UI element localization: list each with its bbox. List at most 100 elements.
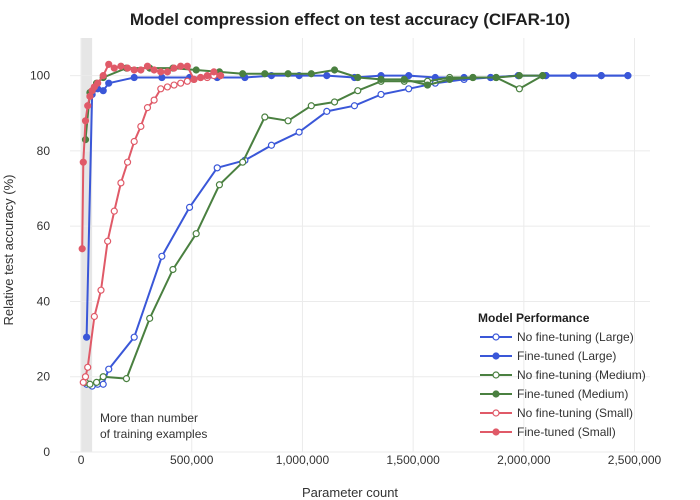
data-point xyxy=(170,81,178,89)
y-tick-label: 20 xyxy=(37,370,51,384)
data-point xyxy=(400,75,408,84)
legend: Model Performance No fine-tuning (Large)… xyxy=(478,311,646,439)
data-point xyxy=(213,164,221,172)
data-point xyxy=(330,66,339,74)
data-point xyxy=(169,265,177,274)
data-point xyxy=(215,181,224,189)
y-tick-label: 40 xyxy=(37,294,51,308)
data-point xyxy=(78,245,86,253)
data-point xyxy=(94,79,102,87)
legend-item-label: No fine-tuning (Medium) xyxy=(517,368,646,382)
data-point xyxy=(330,98,339,106)
series-group xyxy=(78,60,225,253)
data-point xyxy=(117,62,125,70)
data-point xyxy=(203,72,211,80)
data-point xyxy=(185,203,194,211)
legend-item-label: Fine-tuned (Large) xyxy=(517,349,616,363)
legend-swatch-marker xyxy=(492,428,500,436)
data-point xyxy=(157,85,165,93)
data-point xyxy=(177,79,185,87)
data-point xyxy=(239,70,247,78)
data-point xyxy=(515,72,523,80)
x-tick-label: 500,000 xyxy=(170,453,214,467)
data-point xyxy=(99,87,107,95)
data-point xyxy=(99,72,107,80)
data-point xyxy=(183,77,191,85)
x-tick-label: 0 xyxy=(78,453,85,467)
series-line xyxy=(82,74,221,383)
data-point xyxy=(539,72,547,80)
data-point xyxy=(137,66,145,74)
legend-swatch-marker xyxy=(492,371,500,379)
data-point xyxy=(105,60,113,68)
data-point xyxy=(137,122,145,131)
x-axis-label: Parameter count xyxy=(302,485,398,500)
data-point xyxy=(117,179,125,187)
data-point xyxy=(190,75,198,84)
data-point xyxy=(158,73,166,82)
data-point xyxy=(79,158,87,166)
data-point xyxy=(105,79,113,87)
data-point xyxy=(469,73,477,82)
data-point xyxy=(92,378,101,386)
data-point xyxy=(83,333,91,341)
data-point xyxy=(158,252,166,260)
data-point xyxy=(216,72,225,80)
data-point xyxy=(143,104,152,112)
data-point xyxy=(284,70,292,78)
data-point xyxy=(492,73,500,82)
legend-item-label: Fine-tuned (Medium) xyxy=(517,387,628,401)
shaded-region xyxy=(81,38,93,452)
data-point xyxy=(197,73,205,82)
data-point xyxy=(110,64,118,72)
series-line xyxy=(85,74,628,338)
y-tick-label: 60 xyxy=(37,219,51,233)
data-point xyxy=(323,107,331,115)
data-point xyxy=(192,230,200,238)
data-point xyxy=(143,62,152,70)
data-point xyxy=(267,141,276,149)
data-point xyxy=(515,85,523,93)
series-group xyxy=(81,72,547,388)
data-point xyxy=(307,102,315,110)
shaded-region-label: of training examples xyxy=(100,427,207,441)
legend-item-label: No fine-tuning (Small) xyxy=(517,406,633,420)
data-point xyxy=(597,72,605,80)
series-group xyxy=(83,72,632,341)
y-axis-label: Relative test accuracy (%) xyxy=(1,175,16,326)
data-point xyxy=(192,66,200,74)
x-tick-label: 1,000,000 xyxy=(276,453,330,467)
data-point xyxy=(295,128,303,136)
data-point xyxy=(81,117,90,125)
data-point xyxy=(405,72,413,80)
data-point xyxy=(377,90,385,99)
x-tick-label: 2,500,000 xyxy=(608,453,662,467)
data-point xyxy=(261,113,269,121)
data-point xyxy=(130,333,138,341)
data-point xyxy=(284,117,292,125)
data-point xyxy=(104,237,112,245)
legend-swatch-marker xyxy=(492,352,500,360)
x-tick-label: 2,000,000 xyxy=(497,453,551,467)
data-point xyxy=(239,158,247,166)
data-point xyxy=(177,62,185,70)
data-point xyxy=(150,96,158,104)
data-point xyxy=(84,102,92,110)
x-tick-label: 1,500,000 xyxy=(386,453,440,467)
data-point xyxy=(99,380,107,388)
data-point xyxy=(105,365,113,373)
data-point xyxy=(90,312,98,321)
chart-title: Model compression effect on test accurac… xyxy=(130,10,570,29)
data-point xyxy=(183,62,191,70)
data-point xyxy=(170,64,178,72)
series-group xyxy=(79,72,225,386)
legend-swatch-marker xyxy=(492,390,500,398)
data-point xyxy=(307,70,315,78)
data-point xyxy=(163,83,172,91)
data-point xyxy=(157,68,165,76)
legend-swatch-marker xyxy=(492,409,500,417)
data-point xyxy=(146,314,154,322)
y-tick-label: 100 xyxy=(30,69,50,83)
